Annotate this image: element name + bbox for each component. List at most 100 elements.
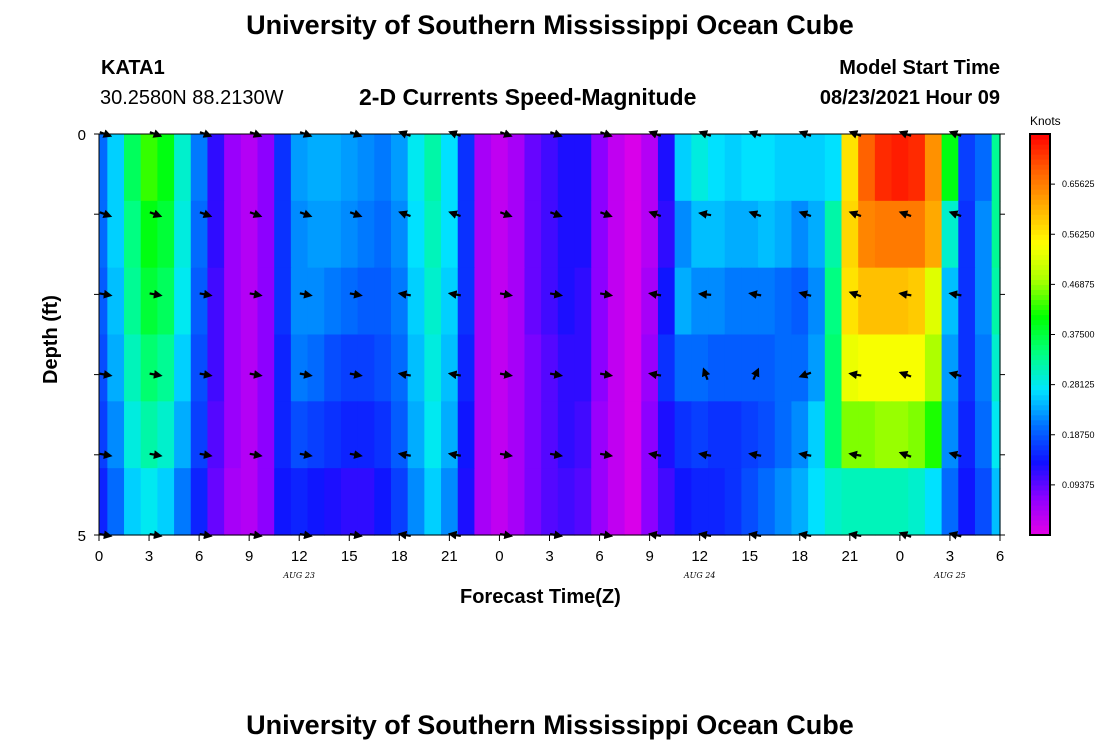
current-arrow	[898, 290, 912, 299]
heatmap-cell	[190, 334, 209, 402]
current-arrow	[447, 450, 461, 460]
heatmap-cell	[891, 134, 909, 202]
colorbar-segment	[1030, 239, 1050, 245]
heatmap-cell	[340, 267, 359, 336]
heatmap-cell	[491, 200, 509, 269]
heatmap-cell	[808, 134, 826, 202]
heatmap-cell	[924, 401, 943, 469]
heatmap-cell	[941, 334, 959, 402]
colorbar-segment	[1030, 134, 1050, 140]
heatmap-cell	[941, 468, 959, 536]
heatmap-cell	[224, 200, 242, 269]
heatmap-cell	[474, 267, 492, 336]
heatmap-cell	[257, 401, 275, 469]
heatmap-cell	[174, 401, 192, 469]
colorbar-segment	[1030, 519, 1050, 526]
heatmap-cell	[140, 200, 158, 269]
heatmap-cell	[908, 401, 926, 469]
heatmap-cell	[657, 468, 676, 536]
colorbar-segment	[1030, 389, 1050, 396]
current-arrow	[599, 289, 614, 299]
colorbar-segment	[1030, 154, 1050, 160]
heatmap-cell	[808, 468, 826, 536]
x-tick-label: 21	[441, 548, 458, 565]
colorbar-segment	[1030, 194, 1050, 200]
heatmap-cell	[340, 468, 359, 536]
heatmap-cell	[657, 334, 676, 402]
heatmap-cell	[174, 468, 192, 536]
colorbar-segment	[1030, 304, 1050, 311]
page-title: University of Southern Mississippi Ocean…	[246, 10, 854, 40]
heatmap-cell	[724, 401, 742, 469]
heatmap-cell	[791, 200, 809, 269]
station-coordinates: 30.2580N 88.2130W	[100, 87, 284, 109]
heatmap-cell	[874, 468, 893, 536]
colorbar-segment	[1030, 459, 1050, 466]
colorbar-segment	[1030, 484, 1050, 491]
heatmap-cell	[574, 200, 592, 269]
heatmap-cell	[641, 134, 659, 202]
heatmap-cell	[991, 200, 1001, 269]
heatmap-cell	[674, 134, 692, 202]
heatmap-cell	[574, 468, 592, 536]
heatmap-cell	[107, 468, 125, 536]
colorbar-segment	[1030, 334, 1050, 341]
heatmap-cell	[758, 468, 776, 536]
heatmap-cell	[457, 200, 476, 269]
current-arrow	[549, 209, 563, 218]
heatmap-cell	[257, 267, 275, 336]
heatmap-cell	[824, 468, 843, 536]
heatmap-cell	[190, 267, 209, 336]
colorbar-segment	[1030, 439, 1050, 446]
heatmap-cell	[858, 334, 876, 402]
current-arrow	[698, 210, 712, 219]
heatmap-cell	[257, 134, 275, 202]
heatmap-cell	[724, 200, 742, 269]
heatmap-cell	[457, 134, 476, 202]
heatmap-cell	[157, 468, 175, 536]
heatmap-cell	[574, 134, 592, 202]
heatmap-cell	[441, 401, 459, 469]
heatmap-cell	[507, 468, 526, 536]
heatmap-cell	[340, 334, 359, 402]
heatmap-cell	[557, 267, 576, 336]
x-tick-label: 3	[145, 548, 153, 565]
heatmap-cell	[157, 200, 175, 269]
heatmap-cell	[557, 401, 576, 469]
heatmap-cell	[691, 334, 709, 402]
current-arrow	[948, 210, 962, 219]
x-tick-label: 12	[291, 548, 308, 565]
colorbar-segment	[1030, 264, 1050, 270]
colorbar-segment	[1030, 199, 1050, 205]
heatmap-cell	[708, 334, 726, 402]
heatmap-cell	[774, 267, 793, 336]
heatmap-cell	[274, 468, 292, 536]
heatmap-cell	[607, 334, 626, 402]
current-arrow	[798, 450, 812, 460]
heatmap-cell	[174, 200, 192, 269]
colorbar-segment	[1030, 379, 1050, 386]
heatmap-cell	[491, 267, 509, 336]
heatmap-cell	[290, 401, 309, 469]
heatmap-cell	[774, 334, 793, 402]
current-arrow	[948, 290, 962, 299]
colorbar-segment	[1030, 249, 1050, 255]
heatmap-cell	[390, 200, 409, 269]
heatmap-cell	[574, 401, 592, 469]
heatmap-cell	[691, 134, 709, 202]
heatmap-cell	[441, 267, 459, 336]
current-arrow	[599, 450, 614, 459]
colorbar-segment	[1030, 269, 1050, 275]
heatmap-cell	[99, 267, 108, 336]
heatmap-cell	[708, 134, 726, 202]
heatmap-cell	[441, 468, 459, 536]
colorbar-segment	[1030, 369, 1050, 376]
x-tick-label: 18	[791, 548, 808, 565]
heatmap-cell	[958, 401, 976, 469]
heatmap-cell	[657, 267, 676, 336]
heatmap-cell	[541, 401, 559, 469]
heatmap-cell	[491, 334, 509, 402]
heatmap-cell	[474, 334, 492, 402]
current-arrow	[748, 210, 762, 219]
